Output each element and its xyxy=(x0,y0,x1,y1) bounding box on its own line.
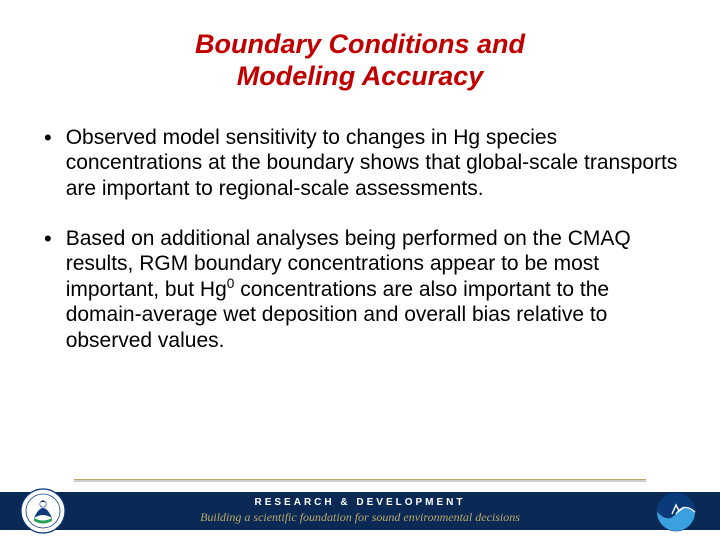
slide: Boundary Conditions and Modeling Accurac… xyxy=(0,0,720,540)
slide-body: • Observed model sensitivity to changes … xyxy=(0,111,720,540)
footer-rule xyxy=(74,479,646,482)
footer-rd-label: RESEARCH & DEVELOPMENT xyxy=(254,497,465,508)
footer-stripe: RESEARCH & DEVELOPMENT Building a scient… xyxy=(0,492,720,530)
footer-tagline: Building a scientific foundation for sou… xyxy=(200,510,520,525)
bullet-item: • Observed model sensitivity to changes … xyxy=(40,125,680,202)
noaa-logo-icon xyxy=(656,492,696,532)
title-line-2: Modeling Accuracy xyxy=(237,61,484,91)
bullet-dot-icon: • xyxy=(44,226,52,354)
bullet-text: Observed model sensitivity to changes in… xyxy=(66,125,680,202)
bullet-dot-icon: • xyxy=(44,125,52,202)
slide-footer: RESEARCH & DEVELOPMENT Building a scient… xyxy=(0,484,720,540)
slide-title: Boundary Conditions and Modeling Accurac… xyxy=(0,0,720,111)
bullet-text: Based on additional analyses being perfo… xyxy=(66,226,680,354)
epa-seal-icon xyxy=(20,488,66,534)
bullet-item: • Based on additional analyses being per… xyxy=(40,226,680,354)
title-line-1: Boundary Conditions and xyxy=(195,29,525,59)
